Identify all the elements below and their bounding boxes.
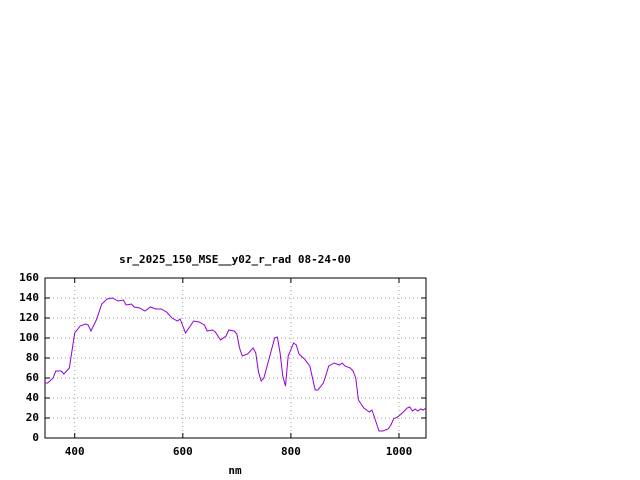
y-tick-label: 160 [19, 271, 39, 284]
x-tick-label: 400 [65, 445, 85, 458]
x-tick-label: 800 [281, 445, 301, 458]
chart-title: sr_2025_150_MSE__y02_r_rad 08-24-00 [119, 253, 351, 266]
y-tick-label: 20 [26, 411, 39, 424]
y-tick-label: 120 [19, 311, 39, 324]
y-tick-label: 60 [26, 371, 39, 384]
y-tick-label: 140 [19, 291, 39, 304]
y-tick-label: 0 [32, 431, 39, 444]
x-axis-label: nm [228, 464, 242, 477]
plot-border [44, 277, 427, 439]
x-tick-label: 1000 [386, 445, 413, 458]
data-line [45, 297, 427, 432]
y-tick-label: 100 [19, 331, 39, 344]
y-tick-label: 40 [26, 391, 39, 404]
x-tick-label: 600 [173, 445, 193, 458]
y-tick-label: 80 [26, 351, 39, 364]
